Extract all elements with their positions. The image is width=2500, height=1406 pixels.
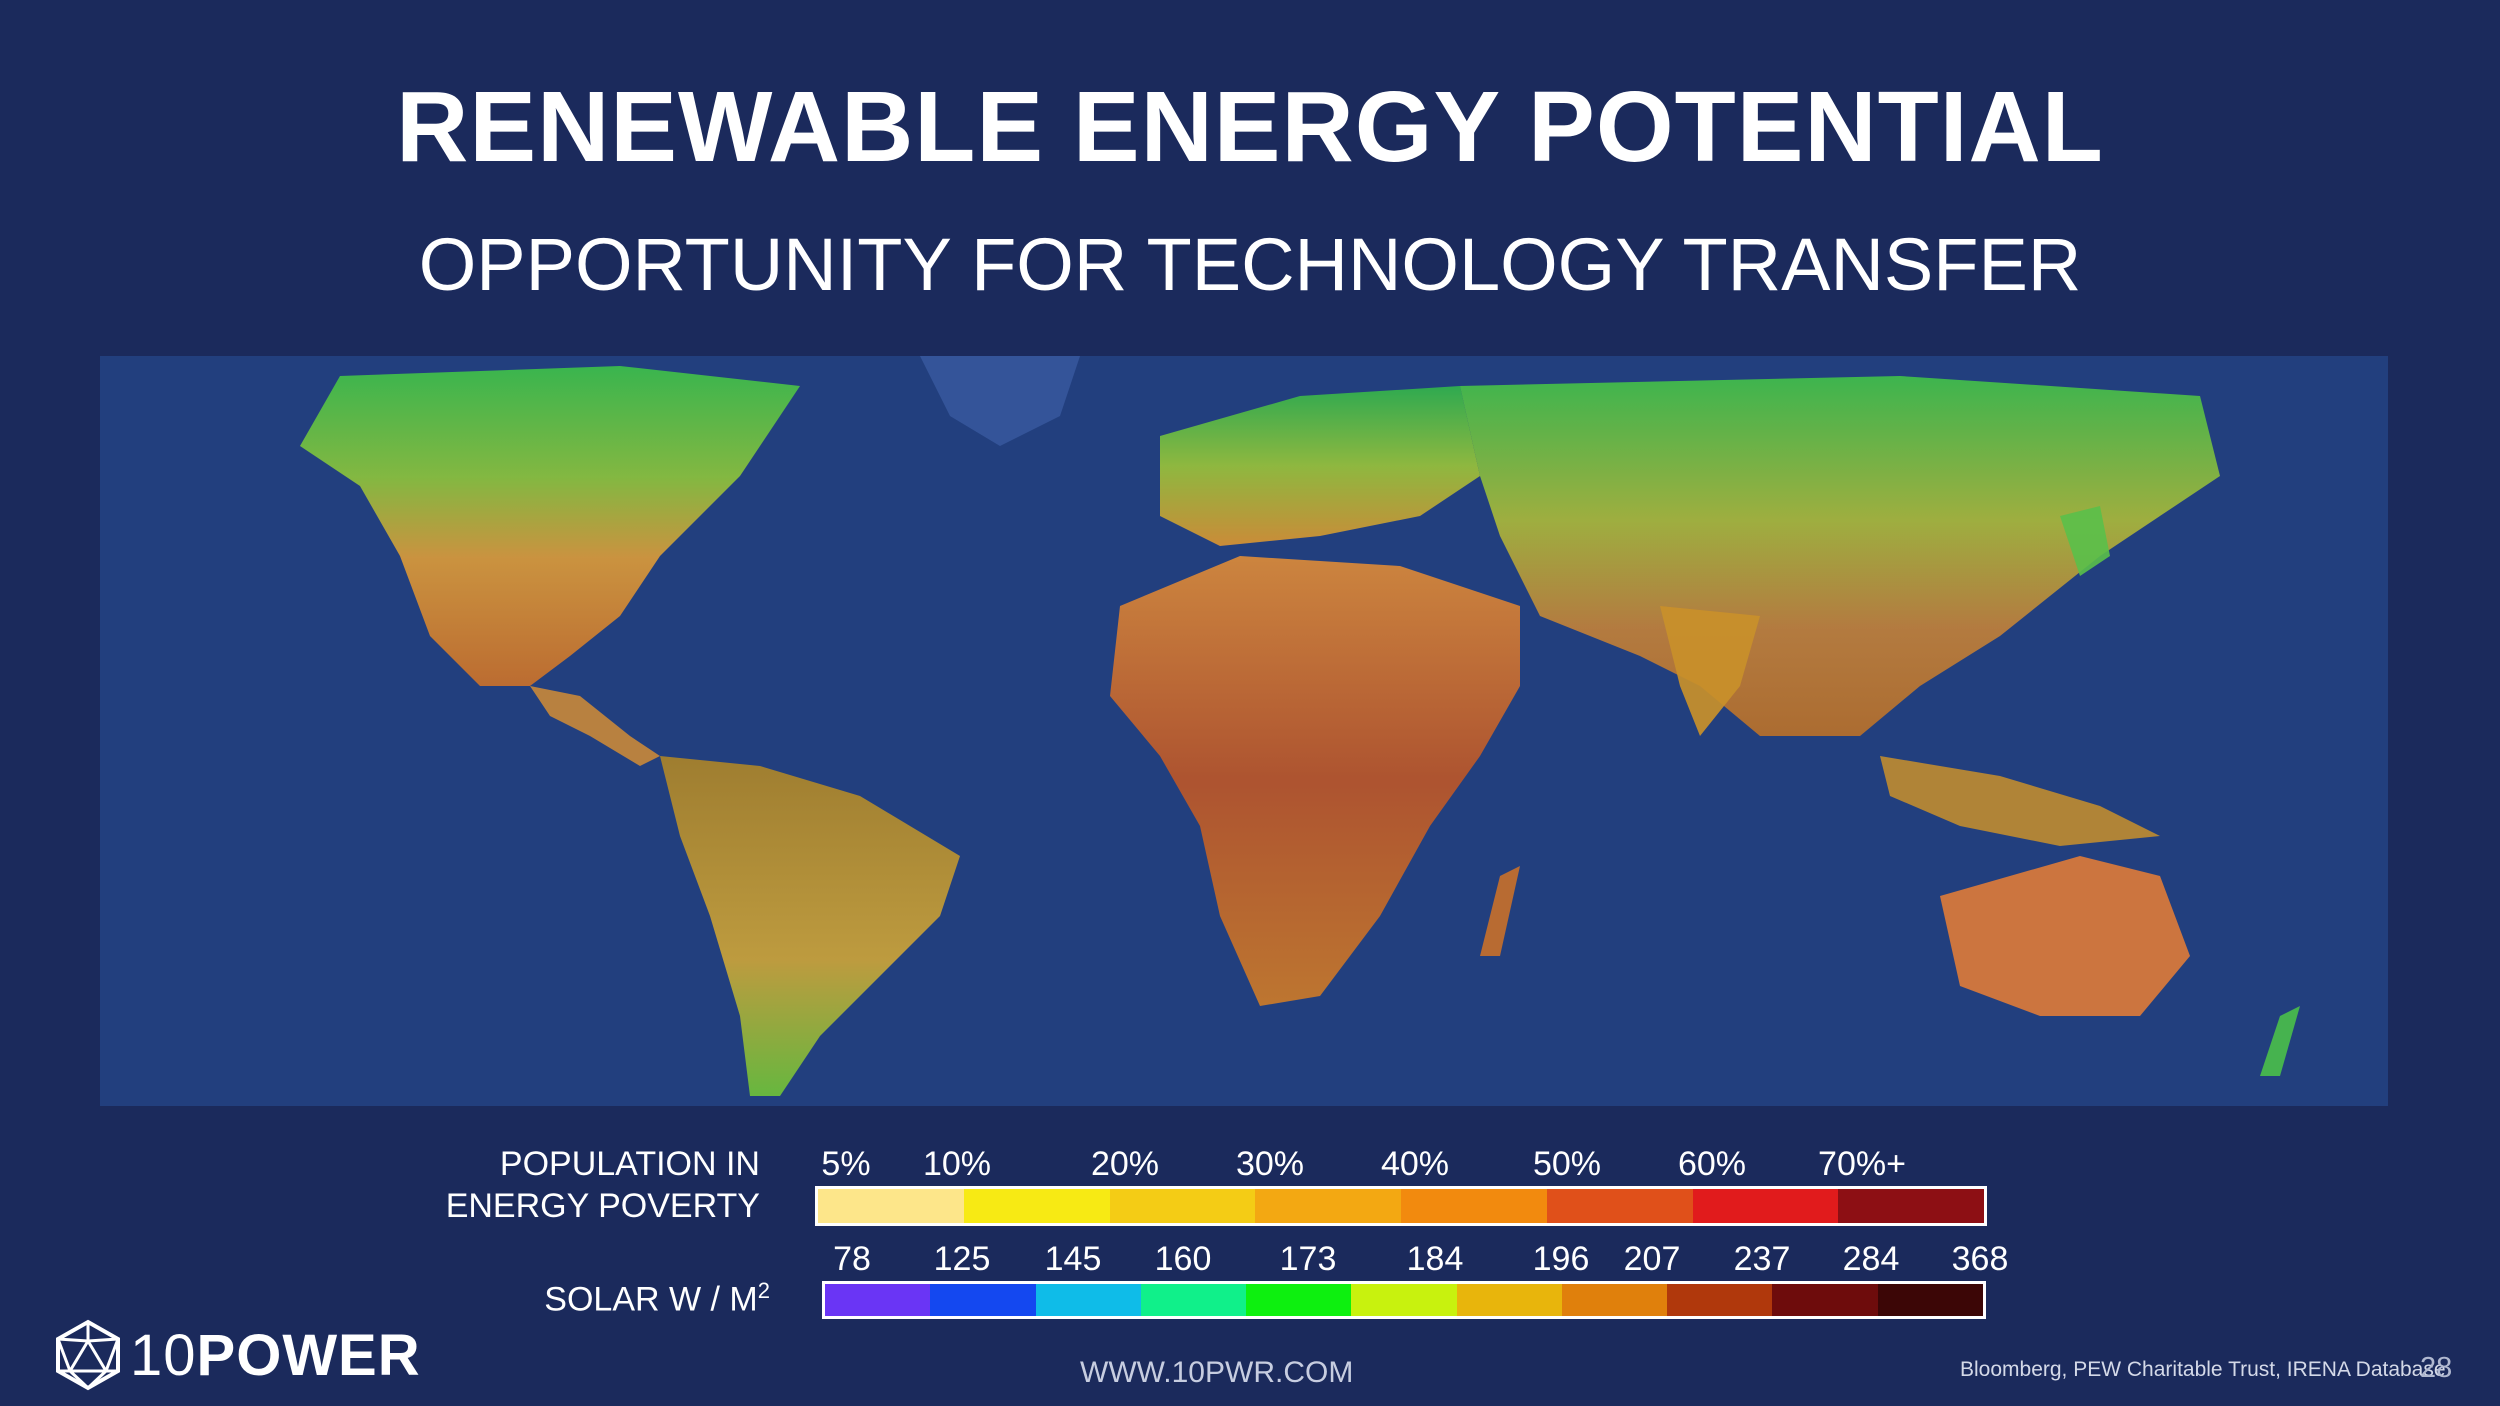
poverty-swatch-7 bbox=[1838, 1189, 1984, 1223]
australia-region bbox=[1940, 856, 2190, 1016]
poverty-tick: 10% bbox=[922, 1145, 992, 1183]
solar-label-text: SOLAR W / M bbox=[544, 1280, 758, 1319]
slide-subtitle: OPPORTUNITY FOR TECHNOLOGY TRANSFER bbox=[418, 223, 2082, 306]
north-america-region bbox=[300, 366, 800, 686]
poverty-tick: 30% bbox=[1235, 1145, 1305, 1183]
solar-swatch-8 bbox=[1667, 1284, 1773, 1316]
solar-tick: 184 bbox=[1406, 1240, 1464, 1278]
solar-tick: 284 bbox=[1842, 1240, 1900, 1278]
poverty-swatch-3 bbox=[1255, 1189, 1401, 1223]
central-america-region bbox=[530, 686, 660, 766]
solar-tick: 237 bbox=[1733, 1240, 1791, 1278]
solar-swatch-10 bbox=[1877, 1284, 1983, 1316]
solar-swatch-5 bbox=[1351, 1284, 1457, 1316]
greenland-region bbox=[920, 356, 1080, 446]
solar-swatch-7 bbox=[1561, 1284, 1668, 1316]
poverty-swatch-1 bbox=[963, 1189, 1110, 1223]
solar-color-bar bbox=[822, 1281, 1986, 1319]
solar-swatch-4 bbox=[1246, 1284, 1352, 1316]
solar-tick: 125 bbox=[933, 1240, 991, 1278]
logo-wordmark: 10POWER bbox=[130, 1322, 421, 1389]
poverty-tick: 20% bbox=[1090, 1145, 1160, 1183]
africa-region bbox=[1110, 556, 1520, 1006]
new-zealand-region bbox=[2260, 1006, 2300, 1076]
solar-tick: 368 bbox=[1951, 1240, 2009, 1278]
solar-legend-label: SOLAR W / M2 bbox=[420, 1278, 770, 1319]
logo-word: POWER bbox=[196, 1322, 421, 1388]
solar-swatch-9 bbox=[1772, 1284, 1878, 1316]
page-number: 28 bbox=[2420, 1352, 2453, 1384]
asia-region bbox=[1460, 376, 2220, 736]
poverty-tick: 60% bbox=[1677, 1145, 1747, 1183]
icosahedron-logo-icon bbox=[56, 1319, 120, 1391]
solar-swatch-0 bbox=[825, 1284, 931, 1316]
solar-swatch-2 bbox=[1035, 1284, 1141, 1316]
poverty-tick: 50% bbox=[1532, 1145, 1602, 1183]
logo-number: 10 bbox=[130, 1322, 197, 1388]
japan-region bbox=[2060, 506, 2110, 576]
south-america-region bbox=[660, 756, 960, 1096]
india-region bbox=[1660, 606, 1760, 736]
poverty-tick: 5% bbox=[821, 1145, 871, 1183]
website-url[interactable]: WWW.10PWR.COM bbox=[1080, 1356, 1354, 1389]
source-citation: Bloomberg, PEW Charitable Trust, IRENA D… bbox=[1960, 1358, 2446, 1381]
ten-power-logo[interactable]: 10POWER bbox=[52, 1318, 421, 1392]
world-solar-map bbox=[100, 356, 2388, 1106]
poverty-swatch-4 bbox=[1401, 1189, 1547, 1223]
europe-region bbox=[1160, 386, 1480, 546]
poverty-swatch-0 bbox=[818, 1189, 964, 1223]
poverty-legend-label: POPULATION IN ENERGY POVERTY bbox=[420, 1143, 760, 1227]
solar-tick: 78 bbox=[833, 1240, 871, 1278]
solar-tick: 196 bbox=[1532, 1240, 1590, 1278]
solar-swatch-1 bbox=[930, 1284, 1036, 1316]
poverty-swatch-2 bbox=[1109, 1189, 1256, 1223]
southeast-asia-region bbox=[1880, 756, 2160, 846]
poverty-label-line1: POPULATION IN bbox=[499, 1145, 760, 1183]
solar-label-sup: 2 bbox=[757, 1278, 770, 1303]
solar-tick: 160 bbox=[1154, 1240, 1212, 1278]
solar-tick: 173 bbox=[1279, 1240, 1337, 1278]
poverty-color-bar bbox=[815, 1186, 1987, 1226]
world-map-graphic bbox=[100, 356, 2388, 1106]
poverty-label-line2: ENERGY POVERTY bbox=[445, 1187, 760, 1225]
poverty-tick: 70%+ bbox=[1818, 1145, 1906, 1183]
poverty-tick: 40% bbox=[1380, 1145, 1450, 1183]
solar-swatch-6 bbox=[1456, 1284, 1562, 1316]
solar-tick: 145 bbox=[1044, 1240, 1102, 1278]
poverty-swatch-6 bbox=[1692, 1189, 1839, 1223]
slide-title: RENEWABLE ENERGY POTENTIAL bbox=[396, 71, 2104, 183]
solar-tick: 207 bbox=[1623, 1240, 1681, 1278]
solar-swatch-3 bbox=[1140, 1284, 1247, 1316]
madagascar-region bbox=[1480, 866, 1520, 956]
poverty-swatch-5 bbox=[1546, 1189, 1693, 1223]
